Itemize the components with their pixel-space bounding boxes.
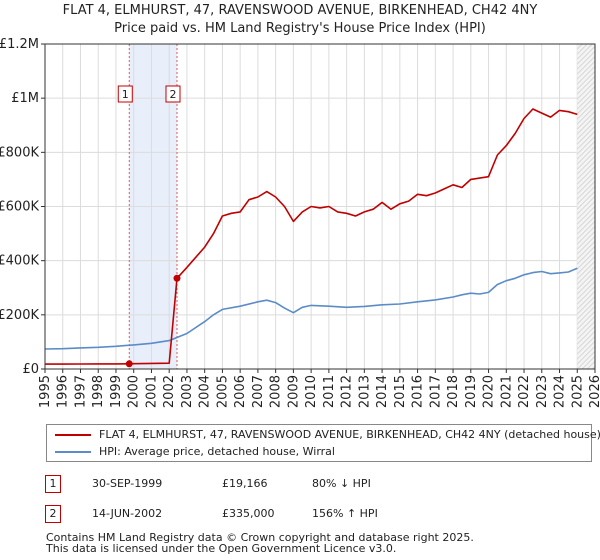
annotation-badge: 1 [117,85,133,103]
footer-licence: This data is licensed under the Open Gov… [46,542,397,555]
x-tick-label: 2018 [446,375,461,408]
annotation-badge: 2 [165,85,181,103]
transaction-row: 2 14-JUN-2002 £335,000 156% ↑ HPI [0,505,600,527]
x-tick-label: 1998 [91,375,106,408]
hatch-stroke [577,95,595,115]
series [44,108,578,368]
hatch-stroke [577,310,595,330]
annotation-label: 2 [170,88,177,101]
hatch-stroke [577,190,595,210]
legend-item-hpi: HPI: Average price, detached house, Wirr… [47,443,593,461]
y-tick-label: £800K [0,145,39,160]
transaction-date: 30-SEP-1999 [92,477,163,490]
x-tick-label: 2014 [375,375,390,408]
legend-label-hpi: HPI: Average price, detached house, Wirr… [99,445,335,458]
hatch-stroke [577,300,595,320]
x-tick-label: 2006 [233,375,248,408]
x-tick-label: 2024 [553,375,568,408]
sale-point [173,274,181,282]
annotation-label: 1 [122,88,129,101]
chart-subtitle: Price paid vs. HM Land Registry's House … [114,21,486,36]
x-tick-label: 2012 [340,375,355,408]
transaction-badge: 2 [45,505,61,523]
transaction-row: 1 30-SEP-1999 £19,166 80% ↓ HPI [0,475,600,497]
x-tick-label: 2016 [411,375,426,408]
hatch-stroke [577,85,595,105]
x-tick-label: 1997 [73,375,88,408]
footer-copyright: Contains HM Land Registry data © Crown c… [46,531,474,544]
x-tick-label: 2025 [570,375,585,408]
axes [41,43,596,373]
x-tick-label: 2009 [286,375,301,408]
x-tick-label: 2020 [482,375,497,408]
y-tick-label: £1M [11,91,39,106]
series-line [44,267,578,350]
x-tick-label: 2004 [198,375,213,408]
x-tick-label: 2022 [517,375,532,408]
x-tick-label: 2000 [127,375,142,408]
y-tick-label: £0 [22,362,39,377]
x-tick-label: 2002 [162,375,177,408]
annotation-box [165,85,181,103]
series-line [45,108,578,365]
x-tick-label: 2008 [269,375,284,408]
x-tick-label: 2010 [304,375,319,408]
transaction-price: £335,000 [222,507,275,520]
x-tick-label: 2001 [144,375,159,408]
hatch-stroke [577,195,595,215]
y-tick-label: £400K [0,254,39,269]
x-tick-label: 2019 [464,375,479,408]
x-tick-label: 1999 [109,375,124,408]
x-tick-label: 2003 [180,375,195,408]
x-tick-label: 1996 [56,375,71,408]
y-tick-label: £1.2M [0,37,39,52]
y-tick-label: £200K [0,308,39,323]
x-tick-label: 1995 [38,375,53,408]
hatch-stroke [577,305,595,325]
legend-item-property: FLAT 4, ELMHURST, 47, RAVENSWOOD AVENUE,… [47,426,600,444]
x-tick-label: 2026 [588,375,600,408]
transaction-hpi: 80% ↓ HPI [312,477,371,490]
transaction-price: £19,166 [222,477,268,490]
sale-point [125,360,133,368]
x-tick-label: 2013 [357,375,372,408]
legend-swatch-red [55,434,91,436]
x-tick-label: 2017 [428,375,443,408]
x-tick-label: 2005 [215,375,230,408]
hatch-stroke [577,200,595,220]
legend-swatch-blue [55,451,91,453]
x-tick-label: 2023 [535,375,550,408]
legend-label-property: FLAT 4, ELMHURST, 47, RAVENSWOOD AVENUE,… [99,428,600,441]
x-tick-label: 2011 [322,375,337,408]
y-tick-label: £600K [0,200,39,215]
x-tick-label: 2021 [499,375,514,408]
hatch-stroke [577,90,595,110]
legend: FLAT 4, ELMHURST, 47, RAVENSWOOD AVENUE,… [46,424,600,462]
hatch-stroke [577,80,595,100]
x-tick-label: 2007 [251,375,266,408]
transaction-badge: 1 [45,475,61,493]
transaction-hpi: 156% ↑ HPI [312,507,378,520]
transaction-date: 14-JUN-2002 [92,507,163,520]
annotation-box [117,85,133,103]
chart-title: FLAT 4, ELMHURST, 47, RAVENSWOOD AVENUE,… [62,3,538,18]
x-tick-label: 2015 [393,375,408,408]
